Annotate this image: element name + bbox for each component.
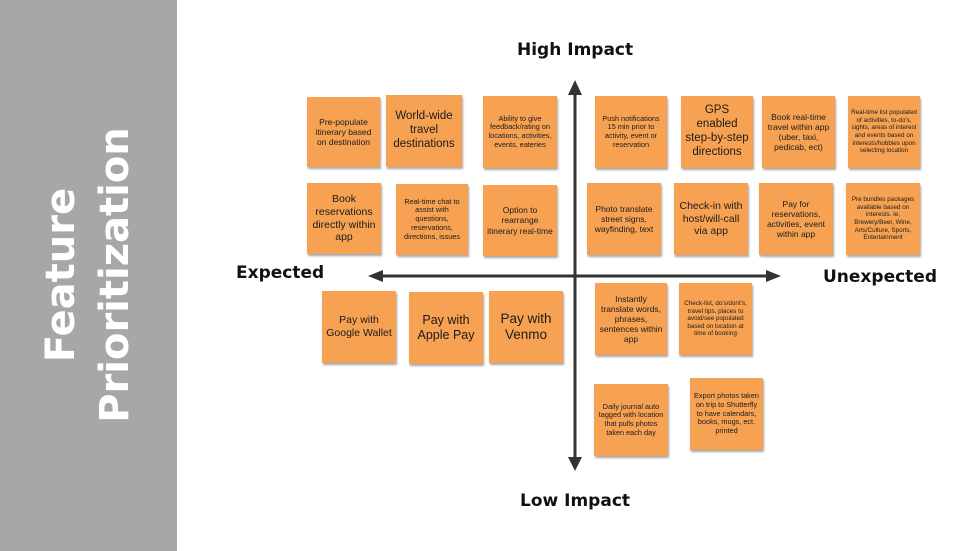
left-arrow-icon — [368, 270, 383, 282]
sticky-note: Export photos taken on trip to Shutterfl… — [690, 378, 763, 450]
sticky-note: Check-list, do's/dont's, travel tips, pl… — [679, 283, 752, 355]
sticky-note: World-wide travel destinations — [386, 95, 462, 167]
sticky-note: Instantly translate words, phrases, sent… — [595, 283, 667, 355]
sticky-note: Pay with Apple Pay — [409, 292, 483, 364]
sticky-note: Option to rearrange itinerary real-time — [483, 185, 557, 256]
right-arrow-icon — [766, 270, 781, 282]
sticky-note: Pay with Venmo — [489, 291, 563, 363]
sticky-note: Pay for reservations, activities, event … — [759, 183, 833, 255]
axis-label-high-impact: High Impact — [517, 40, 634, 60]
sticky-note: Daily journal auto tagged with location … — [594, 384, 668, 456]
sticky-note: Pre-populate itinerary based on destinat… — [307, 97, 380, 167]
sticky-note: Pay with Google Wallet — [322, 291, 396, 363]
sticky-note: Push notifications 15 min prior to activ… — [595, 96, 667, 168]
up-arrow-icon — [568, 80, 582, 95]
sticky-note: Real-time list populated of activities, … — [848, 96, 920, 168]
sticky-note: Book real-time travel within app (uber, … — [762, 96, 835, 168]
down-arrow-icon — [568, 457, 582, 471]
sticky-note: Ability to give feedback/rating on locat… — [483, 96, 557, 168]
sticky-note: Check-in with host/will-call via app — [674, 183, 748, 255]
axis-label-low-impact: Low Impact — [520, 491, 631, 511]
sticky-note: GPS enabled step-by-step directions — [681, 96, 753, 168]
axis-label-unexpected: Unexpected — [823, 267, 938, 287]
sticky-note: Book reservations directly within app — [307, 183, 381, 254]
sticky-note: Photo translate street signs, wayfinding… — [587, 183, 661, 255]
axis-label-expected: Expected — [236, 263, 325, 283]
sidebar-panel: Feature Prioritization — [0, 0, 177, 551]
sticky-note: Pre bundles packages available based on … — [846, 183, 920, 255]
sticky-note: Real-time chat to assist with questions,… — [396, 184, 468, 255]
